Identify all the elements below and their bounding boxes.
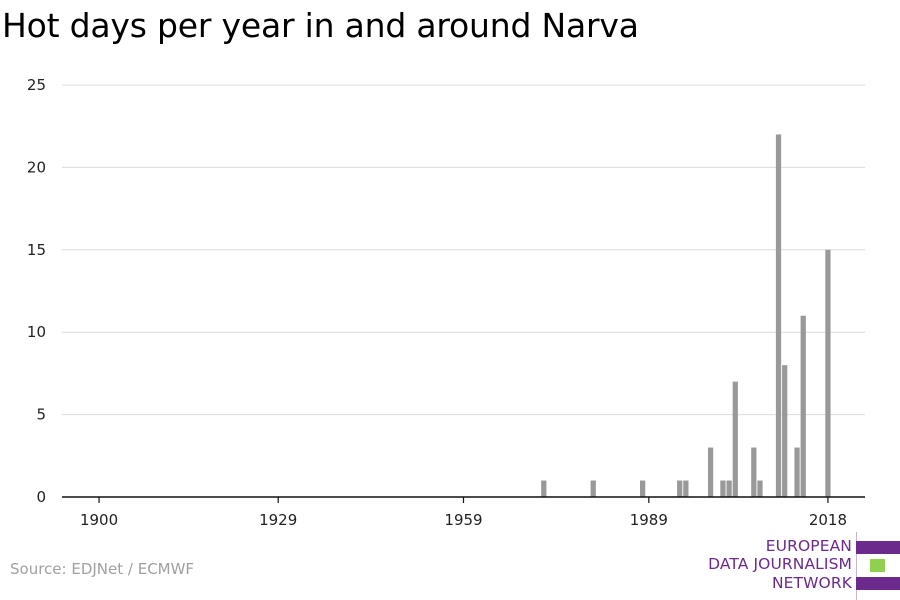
- y-tick-label: 25: [27, 76, 46, 94]
- logo-line-3: NETWORK: [771, 574, 852, 592]
- logo-divider: [856, 532, 857, 600]
- y-tick-labels: 0 5 10 15 20 25: [27, 76, 46, 506]
- logo-line-2: DATA JOURNALISM: [708, 555, 852, 573]
- y-tick-label: 10: [27, 323, 46, 341]
- bar-2003: [732, 381, 738, 497]
- edjnet-logo: EUROPEAN DATA JOURNALISM NETWORK: [700, 532, 900, 600]
- logo-line-1: EUROPEAN: [765, 537, 852, 555]
- logo-bar-2: [870, 559, 885, 572]
- axes: [62, 496, 865, 503]
- x-tick-label: 1900: [80, 511, 118, 529]
- bar-2002: [726, 480, 732, 497]
- y-tick-label: 20: [27, 158, 46, 176]
- bar-2001: [720, 480, 726, 497]
- y-tick-label: 15: [27, 241, 46, 259]
- bar-2013: [794, 447, 800, 497]
- bar-2010: [775, 134, 782, 497]
- bar-2006: [751, 447, 757, 497]
- chart-title: Hot days per year in and around Narva: [2, 6, 639, 45]
- x-tick-labels: 1900 1929 1959 1989 2018: [80, 511, 847, 529]
- bars: [541, 134, 831, 497]
- logo-bar-1: [856, 541, 900, 554]
- bar-2018: [825, 249, 831, 497]
- bar-2007: [757, 480, 763, 497]
- grid-lines: [62, 84, 865, 416]
- bar-1980: [590, 480, 596, 497]
- bar-1972: [541, 480, 547, 497]
- y-tick-label: 5: [36, 406, 46, 424]
- bar-1995: [683, 480, 689, 497]
- x-tick-label: 1989: [630, 511, 668, 529]
- bar-2011: [782, 365, 788, 497]
- logo-bar-3: [856, 577, 900, 590]
- bar-1999: [707, 447, 714, 497]
- bar-1994: [677, 480, 683, 497]
- bar-2014: [800, 315, 806, 497]
- bar-1988: [640, 480, 646, 497]
- x-tick-label: 1929: [259, 511, 297, 529]
- source-note: Source: EDJNet / ECMWF: [10, 560, 195, 578]
- x-tick-label: 1959: [444, 511, 482, 529]
- y-tick-label: 0: [36, 488, 46, 506]
- x-tick-label: 2018: [809, 511, 847, 529]
